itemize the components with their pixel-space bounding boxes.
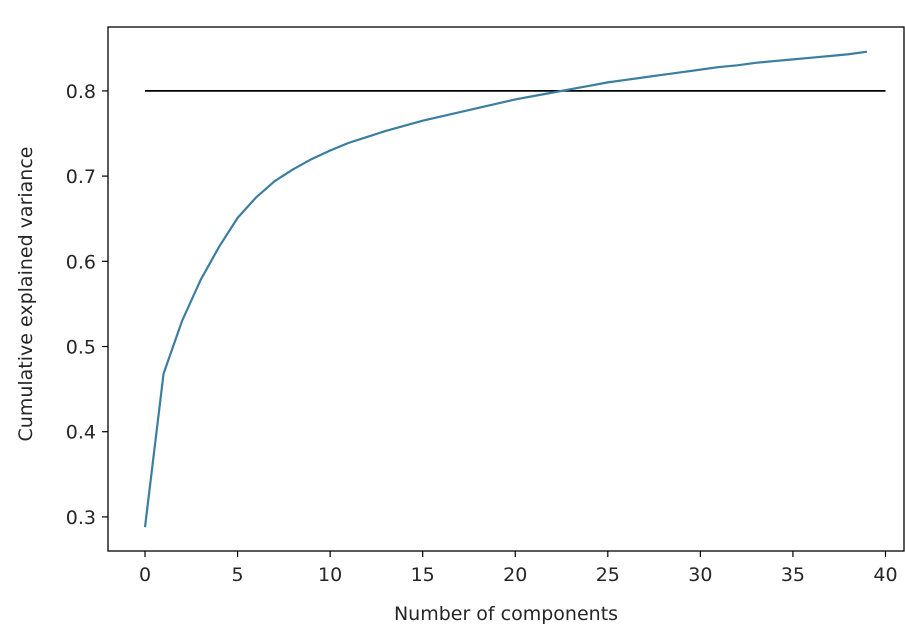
y-tick-label: 0.6 — [66, 251, 96, 273]
x-tick-label: 5 — [232, 564, 244, 586]
y-axis-ticks: 0.3 0.4 0.5 0.6 0.7 0.8 — [66, 81, 108, 529]
x-tick-label: 25 — [596, 564, 620, 586]
x-tick-label: 20 — [503, 564, 527, 586]
x-tick-label: 10 — [318, 564, 342, 586]
y-tick-label: 0.7 — [66, 166, 96, 188]
x-axis-title: Number of components — [394, 603, 618, 625]
y-tick-label: 0.3 — [66, 507, 96, 529]
x-tick-label: 30 — [688, 564, 712, 586]
x-tick-label: 40 — [873, 564, 897, 586]
plot-lines — [143, 50, 886, 528]
x-tick-label: 15 — [411, 564, 435, 586]
y-tick-label: 0.8 — [66, 81, 96, 103]
series-line — [143, 50, 868, 528]
x-tick-label: 35 — [781, 564, 805, 586]
y-tick-label: 0.5 — [66, 337, 96, 359]
x-tick-label: 0 — [139, 564, 151, 586]
y-axis-title: Cumulative explained variance — [15, 147, 37, 442]
y-tick-label: 0.4 — [66, 422, 96, 444]
plot-frame — [107, 26, 905, 552]
x-axis-ticks: 0 5 10 15 20 25 30 35 40 — [139, 551, 898, 586]
